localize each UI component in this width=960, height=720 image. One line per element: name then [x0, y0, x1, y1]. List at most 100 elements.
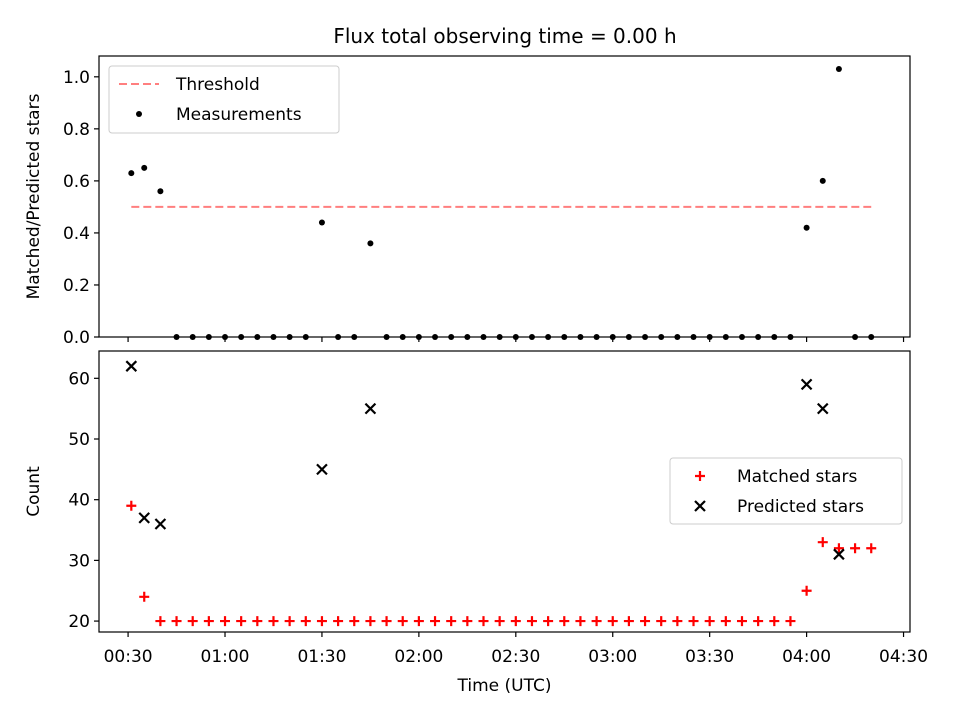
data-point [816, 402, 829, 415]
data-point [753, 616, 764, 627]
data-point [252, 616, 263, 627]
data-point [769, 616, 780, 627]
legend-marker [136, 111, 142, 117]
data-point [365, 616, 376, 627]
legend-marker [694, 500, 706, 512]
x-axis-label: Time (UTC) [457, 676, 552, 696]
data-point [803, 224, 810, 231]
data-point [785, 616, 796, 627]
data-point [656, 616, 667, 627]
y-tick-label: 0.4 [63, 224, 90, 244]
data-point [430, 616, 441, 627]
y-tick-label: 60 [68, 369, 90, 389]
y-tick-label: 0.0 [63, 328, 90, 348]
data-point [640, 616, 651, 627]
legend-box [108, 65, 340, 134]
data-point [367, 240, 374, 247]
data-point [494, 616, 505, 627]
data-point [203, 616, 214, 627]
data-point [364, 402, 377, 415]
data-point [800, 378, 813, 391]
x-tick-label: 03:30 [685, 647, 734, 667]
data-point [736, 616, 747, 627]
data-point [672, 616, 683, 627]
data-point [381, 616, 392, 627]
series-matched-stars [126, 500, 877, 627]
data-point [157, 188, 164, 195]
data-point [300, 616, 311, 627]
legend-label: Predicted stars [737, 497, 864, 517]
data-point [819, 177, 826, 184]
data-point [833, 548, 845, 561]
data-point [817, 537, 828, 548]
x-tick-label: 04:00 [782, 647, 831, 667]
data-point [850, 543, 861, 554]
legend: Matched stars Predicted stars [669, 457, 903, 525]
data-point [462, 616, 473, 627]
data-point [171, 616, 182, 627]
data-point [446, 616, 457, 627]
data-point [316, 616, 327, 627]
bottom-panel: 20 30 40 50 60 00:30 01:00 01:30 02:00 02:30 03:00… [24, 350, 928, 696]
data-point [833, 543, 844, 554]
legend-label: Measurements [176, 105, 302, 125]
x-tick-label: 00:30 [104, 647, 153, 667]
y-axis-label: Matched/Predicted stars [24, 93, 44, 299]
data-point [623, 616, 634, 627]
y-tick-label: 0.8 [63, 120, 90, 140]
y-tick-label: 0.2 [63, 276, 90, 296]
data-point [559, 616, 570, 627]
data-point [318, 219, 325, 226]
x-tick-label: 03:00 [588, 647, 637, 667]
legend-label: Threshold [175, 75, 260, 95]
x-tick-label: 01:30 [297, 647, 346, 667]
data-point [155, 616, 166, 627]
x-tick-label: 02:00 [394, 647, 443, 667]
data-point [591, 616, 602, 627]
data-point [575, 616, 586, 627]
top-panel: 0.0 0.2 0.4 0.6 0.8 1.0 Matched/Predicted star… [24, 55, 911, 348]
data-point [801, 585, 812, 596]
y-tick-label: 20 [68, 612, 90, 632]
x-tick-label: 01:00 [201, 647, 250, 667]
data-point [543, 616, 554, 627]
data-point [126, 500, 137, 511]
x-tick-label: 04:30 [879, 647, 928, 667]
data-point [478, 616, 489, 627]
legend-label: Matched stars [737, 467, 857, 487]
legend: Threshold Measurements [108, 65, 340, 134]
data-point [835, 66, 842, 73]
chart-title: Flux total observing time = 0.00 h [333, 24, 676, 48]
data-point [333, 616, 344, 627]
x-tick-label: 02:30 [491, 647, 540, 667]
data-point [187, 616, 198, 627]
data-point [125, 360, 138, 372]
y-tick-label: 40 [68, 491, 90, 511]
legend-box [669, 457, 903, 525]
data-point [704, 616, 715, 627]
y-tick-label: 0.6 [63, 172, 90, 192]
data-point [349, 616, 360, 627]
y-tick-label: 1.0 [63, 68, 90, 88]
data-point [397, 616, 408, 627]
data-point [688, 616, 699, 627]
data-point [413, 616, 424, 627]
axes-frame [98, 55, 911, 338]
y-tick-label: 30 [68, 551, 90, 571]
data-point [128, 170, 135, 177]
data-point [284, 616, 295, 627]
series-predicted-stars [125, 360, 845, 561]
data-point [141, 164, 148, 171]
data-point [866, 543, 877, 554]
data-point [720, 616, 731, 627]
data-point [138, 512, 151, 524]
data-point [268, 616, 279, 627]
data-point [316, 463, 328, 476]
data-point [220, 616, 231, 627]
axes-frame [98, 350, 911, 633]
y-axis-label: Count [24, 466, 44, 517]
data-point [526, 616, 537, 627]
legend-marker [695, 471, 705, 481]
data-point [236, 616, 247, 627]
y-tick-label: 50 [68, 430, 90, 450]
